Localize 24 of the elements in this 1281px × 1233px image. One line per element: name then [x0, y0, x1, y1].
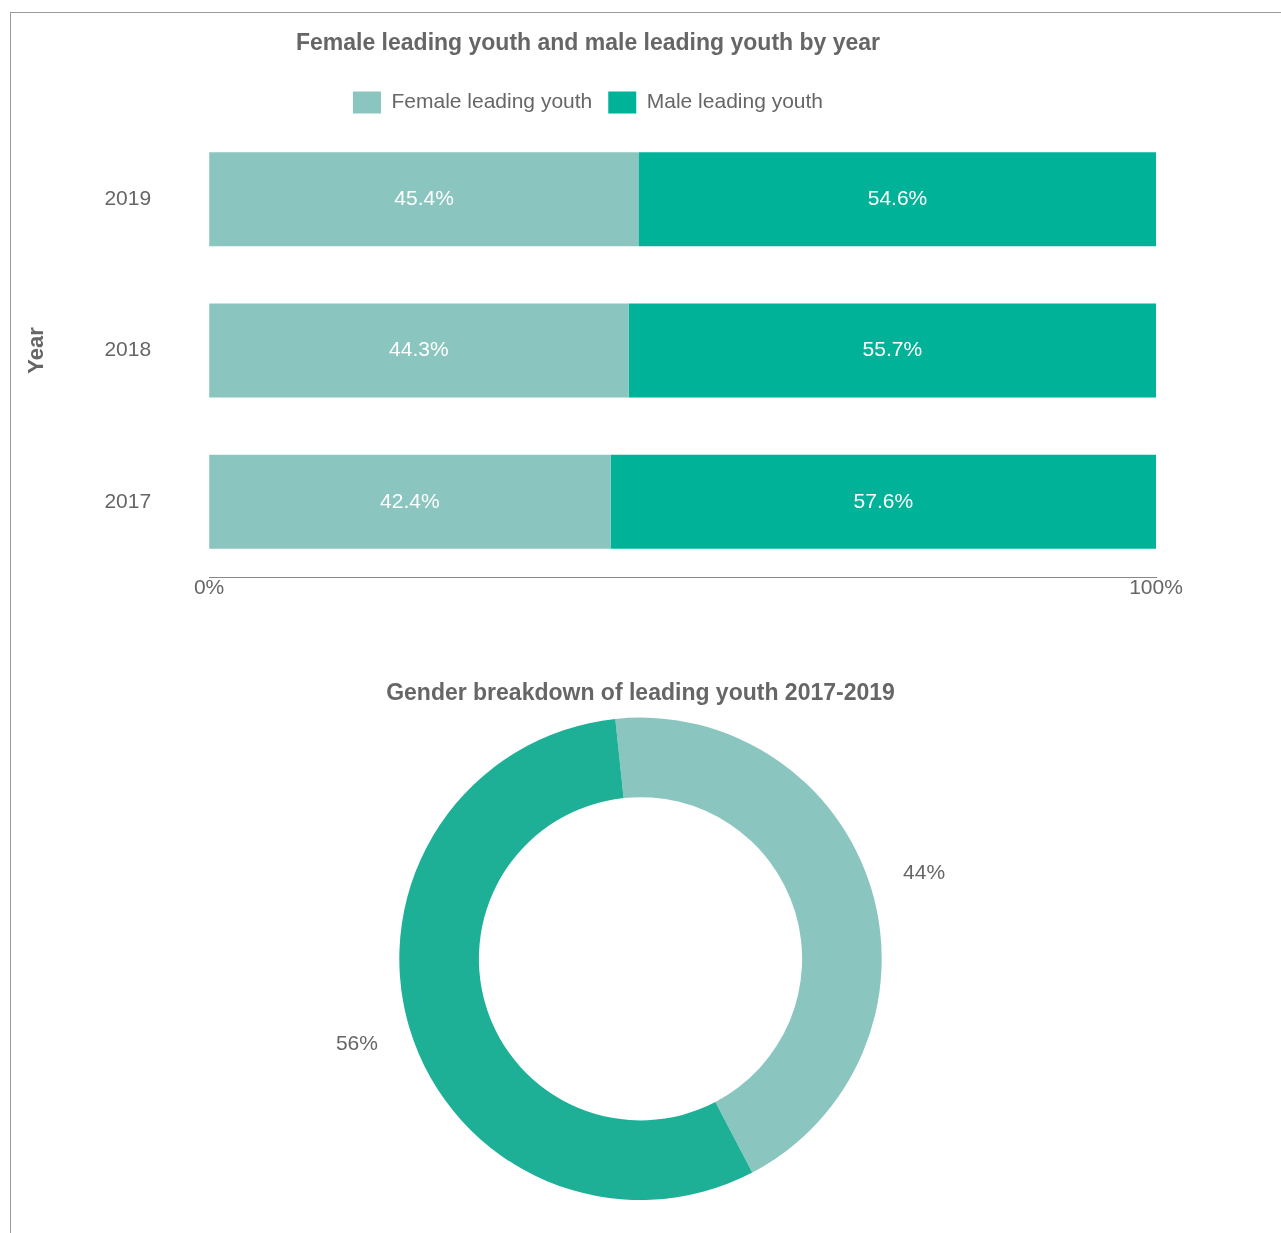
y-axis-title: Year — [23, 326, 49, 374]
y-tick-label: 2017 — [104, 488, 152, 512]
data-label: 42.4% — [380, 488, 440, 512]
y-tick-label: 2018 — [104, 337, 152, 361]
x-tick-label: 100% — [1129, 574, 1183, 598]
bar — [209, 454, 611, 549]
bar — [209, 152, 639, 247]
data-label: 44.3% — [389, 337, 449, 361]
bar — [639, 152, 1156, 247]
data-label: 57.6% — [853, 488, 914, 512]
bar — [610, 454, 1156, 549]
legend-label: Male leading youth — [646, 89, 824, 113]
data-label: 55.7% — [862, 337, 923, 361]
bar — [628, 303, 1156, 398]
chart-title: Female leading youth and male leading youth by year — [295, 29, 881, 56]
legend-label: Female leading youth — [391, 89, 593, 113]
x-tick-label: 0% — [193, 574, 225, 598]
chart-title: Gender breakdown of leading youth 2017-2019 — [386, 679, 895, 706]
bar — [209, 303, 629, 398]
data-label: 54.6% — [867, 186, 928, 210]
data-label: 44% — [903, 859, 946, 883]
data-label: 45.4% — [394, 186, 454, 210]
y-tick-label: 2019 — [104, 186, 152, 210]
data-label: 56% — [335, 1031, 378, 1055]
